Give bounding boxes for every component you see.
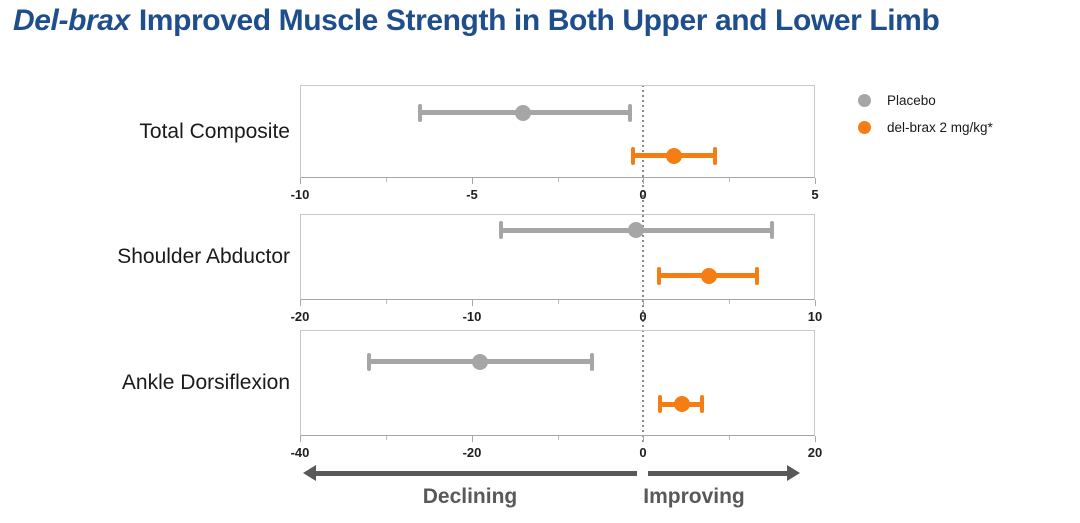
axis-tick-label: -5 xyxy=(466,187,478,202)
declining-arrowhead-icon xyxy=(303,465,316,481)
axis-tick-label: 0 xyxy=(639,309,647,324)
axis-minor-tick xyxy=(558,300,559,304)
axis-tick xyxy=(815,178,816,184)
panel-shoulder-abductor xyxy=(300,214,815,300)
axis-tick-label: 10 xyxy=(807,309,823,324)
legend: Placebo del-brax 2 mg/kg* xyxy=(858,90,993,144)
legend-label-delbrax: del-brax 2 mg/kg* xyxy=(887,119,993,135)
errorbar-placebo-cap-low xyxy=(418,103,423,122)
axis-tick xyxy=(300,178,301,184)
axis-minor-tick xyxy=(386,300,387,304)
axis-minor-tick xyxy=(386,178,387,182)
declining-arrow-shaft xyxy=(316,471,637,476)
declining-label: Declining xyxy=(422,485,518,508)
axis-tick xyxy=(300,436,301,442)
legend-item-placebo: Placebo xyxy=(858,90,993,110)
placebo-dot-icon xyxy=(858,93,871,107)
axis-tick xyxy=(472,436,473,442)
axis-tick xyxy=(300,300,301,306)
category-label: Ankle Dorsiflexion xyxy=(121,371,290,394)
axis-tick xyxy=(472,300,473,306)
errorbar-placebo-cap-low xyxy=(366,352,371,371)
delbrax-dot-icon xyxy=(858,120,871,134)
improving-arrow-shaft xyxy=(648,471,787,476)
axis-minor-tick xyxy=(386,436,387,440)
panel-ankle-dorsiflexion xyxy=(300,330,815,436)
axis-minor-tick xyxy=(729,300,730,304)
axis-tick-label: -40 xyxy=(290,445,310,460)
axis-tick-label: -10 xyxy=(290,187,310,202)
errorbar-delbrax-point xyxy=(673,396,690,413)
errorbar-delbrax-cap-high xyxy=(754,266,759,285)
legend-label-placebo: Placebo xyxy=(887,92,936,108)
axis-tick xyxy=(472,178,473,184)
axis-minor-tick xyxy=(729,436,730,440)
axis-tick-label: 0 xyxy=(639,187,647,202)
errorbar-delbrax-cap-low xyxy=(631,146,636,165)
category-label: Shoulder Abductor xyxy=(117,245,290,268)
errorbar-placebo-point xyxy=(472,353,489,370)
axis-tick xyxy=(643,436,644,442)
chart-title-brand: Del-brax xyxy=(13,4,130,37)
chart-title: Del-brax Improved Muscle Strength in Both… xyxy=(13,4,940,38)
axis-tick xyxy=(815,436,816,442)
axis-minor-tick xyxy=(558,178,559,182)
axis-tick xyxy=(815,300,816,306)
axis-tick-label: -20 xyxy=(462,445,482,460)
errorbar-delbrax-point xyxy=(700,267,717,284)
axis-minor-tick xyxy=(558,436,559,440)
axis-tick-label: -10 xyxy=(462,309,482,324)
axis-tick-label: 20 xyxy=(807,445,823,460)
errorbar-placebo-cap-high xyxy=(627,103,632,122)
axis-tick-label: 0 xyxy=(639,445,647,460)
errorbar-delbrax-point xyxy=(666,147,683,164)
errorbar-delbrax-cap-low xyxy=(657,395,662,414)
errorbar-placebo-cap-high xyxy=(770,221,775,240)
axis-tick xyxy=(643,178,644,184)
errorbar-placebo-cap-low xyxy=(498,221,503,240)
errorbar-delbrax-cap-low xyxy=(656,266,661,285)
axis-tick xyxy=(643,300,644,306)
axis-tick-label: 5 xyxy=(811,187,819,202)
errorbar-placebo-cap-high xyxy=(589,352,594,371)
errorbar-placebo-point xyxy=(628,222,645,239)
errorbar-delbrax-cap-high xyxy=(699,395,704,414)
chart-title-rest: Improved Muscle Strength in Both Upper a… xyxy=(138,4,940,37)
axis-tick-label: -20 xyxy=(290,309,310,324)
panel-total-composite xyxy=(300,85,815,178)
improving-arrowhead-icon xyxy=(787,465,800,481)
legend-item-delbrax: del-brax 2 mg/kg* xyxy=(858,117,993,137)
category-label: Total Composite xyxy=(139,119,290,143)
errorbar-delbrax-cap-high xyxy=(713,146,718,165)
improving-label: Improving xyxy=(643,485,745,508)
axis-minor-tick xyxy=(729,178,730,182)
errorbar-placebo-point xyxy=(515,104,532,121)
zero-reference-line xyxy=(642,85,645,444)
